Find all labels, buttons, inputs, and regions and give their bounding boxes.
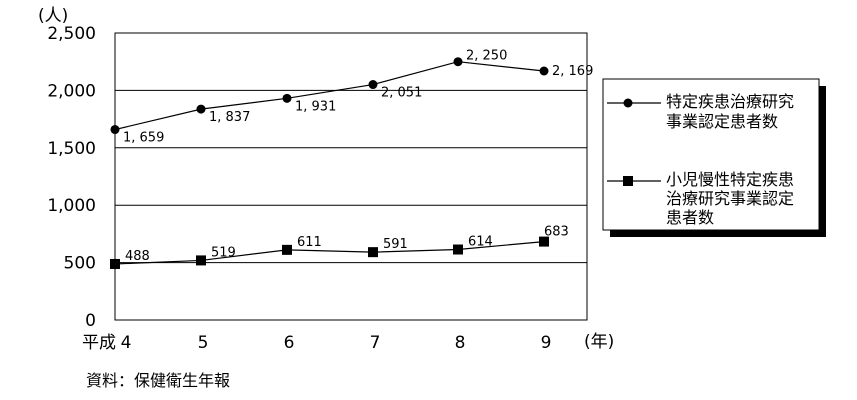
- legend-box: [602, 78, 820, 231]
- series-layer: 1, 659 1, 837 1, 931 2, 051 2, 250 2, 169 488 5…: [110, 49, 593, 269]
- data-point: [539, 66, 549, 76]
- legend-label: 小児慢性特定疾患: [666, 170, 794, 189]
- source-note: 資料：保健衛生年報: [86, 371, 230, 390]
- legend-marker: [623, 176, 633, 186]
- x-tick-label: 9: [541, 333, 552, 353]
- data-point: [368, 247, 378, 258]
- data-point: [282, 244, 292, 255]
- x-tick-label: 6: [284, 333, 295, 353]
- legend-marker: [623, 98, 633, 108]
- data-point: [110, 125, 120, 135]
- x-tick-label: 7: [370, 333, 381, 353]
- data-label: 1, 931: [295, 99, 336, 114]
- y-tick-label: 500: [64, 254, 96, 274]
- data-label: 1, 837: [209, 110, 250, 125]
- data-label: 683: [544, 225, 569, 240]
- data-point: [110, 258, 120, 269]
- legend-label: 治療研究事業認定: [666, 189, 794, 208]
- legend-label: 事業認定患者数: [666, 112, 778, 131]
- x-tick-label: 5: [198, 333, 209, 353]
- data-point: [453, 244, 463, 255]
- y-tick-label: 1,000: [47, 196, 96, 216]
- x-axis-prefix: 平成: [82, 333, 116, 353]
- data-point: [453, 57, 463, 67]
- data-label: 2, 051: [381, 86, 422, 101]
- data-label: 611: [297, 235, 322, 250]
- data-point: [368, 80, 378, 90]
- data-point: [196, 255, 206, 266]
- plot-area: [114, 32, 588, 321]
- data-label: 591: [383, 237, 408, 252]
- y-tick-label: 2,500: [47, 24, 96, 44]
- data-point: [196, 104, 206, 114]
- data-point: [539, 236, 549, 247]
- data-label: 488: [125, 249, 150, 264]
- data-label: 2, 169: [552, 64, 593, 79]
- series-2: 488 519 611 591 614 683: [110, 225, 569, 269]
- series-line: [114, 61, 545, 131]
- series-line: [114, 240, 545, 265]
- x-tick-labels: 平成 4 5 6 7 8 9: [82, 333, 551, 353]
- x-tick-label: 8: [455, 333, 466, 353]
- x-tick-label: 4: [121, 333, 132, 353]
- legend-label: 患者数: [666, 208, 714, 227]
- legend-label: 特定疾患治療研究: [666, 92, 794, 111]
- y-tick-label: 1,500: [47, 139, 96, 159]
- data-label: 1, 659: [123, 131, 164, 146]
- y-axis-unit: (人): [38, 6, 68, 26]
- data-label: 2, 250: [466, 49, 507, 64]
- y-tick-label: 2,000: [47, 81, 96, 101]
- data-point: [282, 93, 292, 103]
- y-tick-label: 0: [85, 311, 96, 331]
- data-label: 519: [211, 245, 236, 260]
- series-1: 1, 659 1, 837 1, 931 2, 051 2, 250 2, 169: [110, 49, 593, 146]
- x-axis-unit: (年): [584, 332, 614, 352]
- gridlines: [115, 89, 587, 264]
- data-label: 614: [468, 235, 493, 250]
- y-tick-labels: 0 500 1,000 1,500 2,000 2,500: [47, 24, 96, 331]
